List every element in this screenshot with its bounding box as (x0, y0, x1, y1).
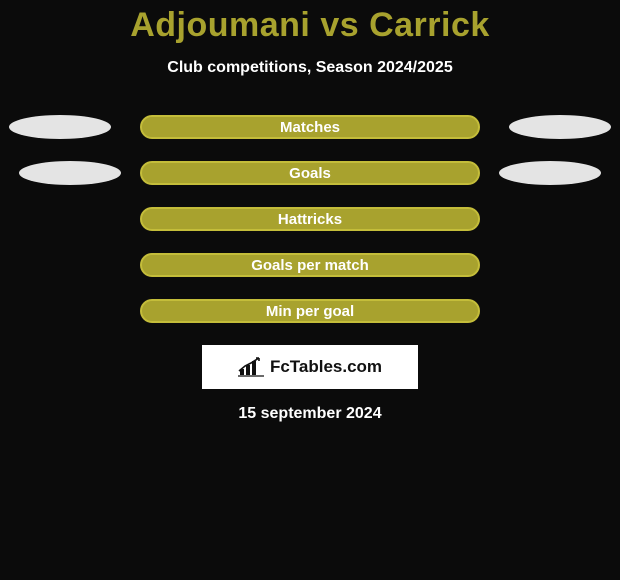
left-value-oval (19, 161, 121, 185)
left-value-oval (9, 115, 111, 139)
page-subtitle: Club competitions, Season 2024/2025 (0, 59, 620, 77)
source-logo: FcTables.com (202, 345, 418, 389)
stat-label: Goals per match (251, 257, 369, 274)
stat-label: Hattricks (278, 211, 342, 228)
stat-bar: Goals per match (140, 253, 480, 277)
stat-row-matches: Matches (0, 115, 620, 139)
chart-icon (238, 357, 264, 377)
stat-row-hattricks: Hattricks (0, 207, 620, 231)
stat-bar: Matches (140, 115, 480, 139)
stat-rows: Matches Goals Hattricks Goals per match … (0, 115, 620, 323)
stat-label: Min per goal (266, 303, 354, 320)
page-title: Adjoumani vs Carrick (0, 0, 620, 45)
logo-text: FcTables.com (270, 357, 382, 377)
right-value-oval (509, 115, 611, 139)
date-label: 15 september 2024 (0, 405, 620, 423)
stat-row-goals-per-match: Goals per match (0, 253, 620, 277)
stat-bar: Min per goal (140, 299, 480, 323)
right-value-oval (499, 161, 601, 185)
stat-row-min-per-goal: Min per goal (0, 299, 620, 323)
stat-label: Matches (280, 119, 340, 136)
stat-bar: Goals (140, 161, 480, 185)
stat-bar: Hattricks (140, 207, 480, 231)
comparison-card: Adjoumani vs Carrick Club competitions, … (0, 0, 620, 423)
stat-label: Goals (289, 165, 331, 182)
stat-row-goals: Goals (0, 161, 620, 185)
